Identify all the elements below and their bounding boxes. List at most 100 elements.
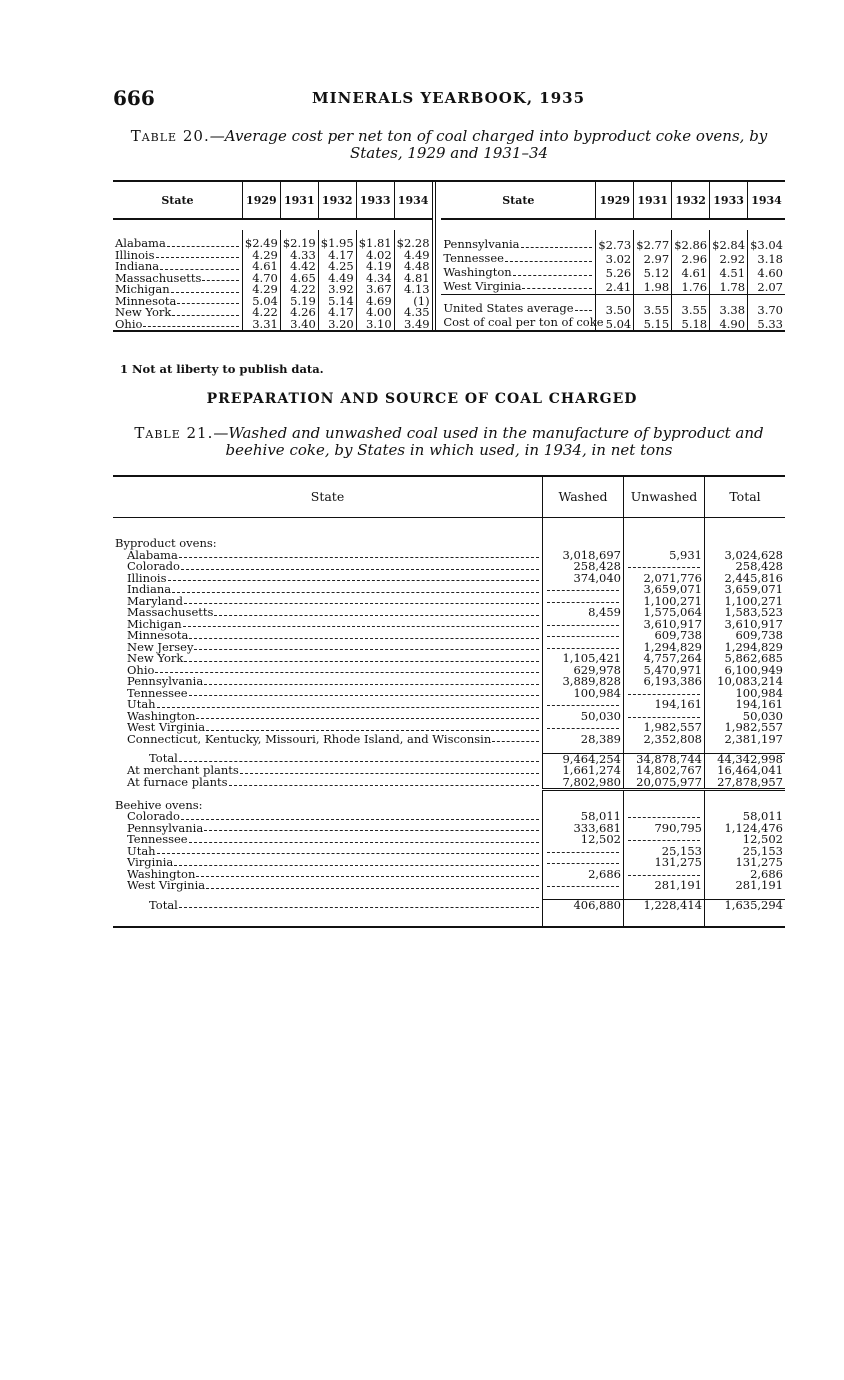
state-name: New Jersey xyxy=(127,639,194,654)
leader-dots xyxy=(180,811,539,820)
state-name: Ohio xyxy=(127,662,155,677)
table-row: Colorado 58,011 58,011 xyxy=(113,810,785,823)
group-heading-row: Beehive ovens: xyxy=(113,799,785,811)
cell-value: 3.70 xyxy=(747,294,785,317)
row-label: Indiana xyxy=(115,260,240,273)
cell-total: 1,982,557 xyxy=(724,720,783,734)
table-row: Cost of coal per ton of coke 5.04 5.15 5.18… xyxy=(441,316,785,330)
cell-value: 1.76 xyxy=(671,279,710,295)
leader-dots xyxy=(196,711,539,719)
group-heading: Byproduct ovens: xyxy=(115,536,217,550)
cell-washed: 9,464,254 xyxy=(562,751,621,766)
row-label: Pennsylvania xyxy=(443,239,593,251)
cell-value: (1) xyxy=(393,295,432,307)
row-label: Washington xyxy=(127,710,540,723)
table20-label: Table 20. xyxy=(130,127,210,145)
leader-dots xyxy=(170,284,239,293)
column-header: 1931 xyxy=(633,182,672,230)
state-name: Tennessee xyxy=(127,685,188,700)
leader-dots xyxy=(239,765,539,774)
state-name: Michigan xyxy=(115,282,170,296)
leader-dots xyxy=(166,238,239,247)
cell-value: 3.50 xyxy=(595,294,634,317)
table21-label: Table 21. xyxy=(134,424,214,442)
table-row: Washington 5.26 5.12 4.61 4.51 4.60 xyxy=(441,265,785,280)
cell-value: 3.40 xyxy=(279,318,319,330)
leader-dots xyxy=(155,665,539,673)
cell-value: 4.48 xyxy=(393,260,432,273)
row-label: Utah xyxy=(127,697,540,711)
cell-unwashed: 5,931 xyxy=(669,547,702,562)
column-header: 1933 xyxy=(355,182,395,230)
empty-cell-dashes xyxy=(628,561,700,569)
table-row: Illinois 4.29 4.33 4.17 4.02 4.49 xyxy=(113,249,432,261)
state-name: West Virginia xyxy=(127,720,206,734)
cell-washed: 1,105,421 xyxy=(562,651,621,665)
table21-grid: State Washed Unwashed Total Byproduct ovens:… xyxy=(113,477,785,926)
state-name: United States average xyxy=(443,300,574,315)
cell-unwashed: 1,228,414 xyxy=(643,898,702,912)
cell-value: 4.00 xyxy=(355,306,395,319)
row-label: New York xyxy=(115,306,240,319)
cell-value: 1.98 xyxy=(633,279,672,295)
row-label: Total xyxy=(149,753,540,765)
header-row: State Washed Unwashed Total xyxy=(113,477,785,518)
state-name: Alabama xyxy=(115,236,166,250)
leader-dots xyxy=(189,630,539,639)
table-row: West Virginia 281,191 281,191 xyxy=(113,879,785,892)
column-header: State xyxy=(441,182,596,230)
state-name: Indiana xyxy=(127,582,172,596)
leader-dots xyxy=(167,573,539,581)
cell-unwashed: 20,075,977 xyxy=(636,774,702,789)
row-label: Indiana xyxy=(127,582,540,596)
table21-caption: Table 21.—Washed and unwashed coal used … xyxy=(113,425,785,459)
cell-value: $1.81 xyxy=(355,237,395,250)
cell-value: 3.67 xyxy=(355,283,395,296)
table-row: Michigan 3,610,917 3,610,917 xyxy=(113,618,785,630)
cell-value: 3.55 xyxy=(671,294,710,317)
cell-value: $2.77 xyxy=(633,238,672,252)
column-header: 1934 xyxy=(393,182,432,230)
row-label: Tennessee xyxy=(127,685,540,700)
cell-washed: 1,661,274 xyxy=(562,763,621,777)
cell-value: 4.22 xyxy=(279,283,319,296)
cell-value: 4.02 xyxy=(355,249,395,261)
cell-total: 131,275 xyxy=(735,855,783,869)
leader-dots xyxy=(206,722,539,731)
row-label: At merchant plants xyxy=(127,764,540,777)
column-header: 1929 xyxy=(595,182,634,230)
state-name: Total xyxy=(149,897,178,912)
row-label: Tennessee xyxy=(127,832,540,846)
column-header: 1932 xyxy=(317,182,357,230)
table-row: Pennsylvania $2.73 $2.77 $2.86 $2.84 $3.04 xyxy=(441,238,785,252)
cell-total: 3,659,071 xyxy=(724,582,783,596)
empty-cell-dashes xyxy=(547,642,619,649)
leader-dots xyxy=(178,550,539,558)
cell-unwashed: 25,153 xyxy=(661,843,702,858)
table-row: Pennsylvania 3,889,828 6,193,386 10,083,214 xyxy=(113,675,785,688)
table-21: State Washed Unwashed Total Byproduct ovens:… xyxy=(113,475,785,928)
leader-dots xyxy=(180,561,539,570)
cell-value: 4.29 xyxy=(241,283,281,296)
leader-dots xyxy=(156,699,539,708)
leader-dots xyxy=(520,239,593,248)
column-header: 1932 xyxy=(671,182,710,230)
table-row: Minnesota 609,738 609,738 xyxy=(113,629,785,642)
table21-title-2: beehive coke, by States in which used, i… xyxy=(225,441,673,459)
cell-unwashed: 790,795 xyxy=(654,820,702,835)
column-header: State xyxy=(113,182,243,230)
table20-left: State 1929 1931 1932 1933 1934 Alabama $2.49 $2.… xyxy=(113,182,432,330)
leader-dots xyxy=(184,653,539,662)
cell-value: 3.31 xyxy=(241,318,281,330)
table-20: State 1929 1931 1932 1933 1934 Alabama $2.49 $2.… xyxy=(113,180,785,332)
cell-unwashed: 2,071,776 xyxy=(643,570,702,585)
table-row: Indiana 4.61 4.42 4.25 4.19 4.48 xyxy=(113,260,432,273)
cell-value: 4.49 xyxy=(317,272,357,284)
state-name: Utah xyxy=(127,697,156,711)
leader-dots xyxy=(204,823,539,831)
cell-value: 3.10 xyxy=(355,318,395,330)
empty-cell-dashes xyxy=(628,711,700,718)
row-label: Washington xyxy=(127,868,540,881)
cell-washed: 374,040 xyxy=(573,570,621,585)
state-name: Tennessee xyxy=(127,832,188,846)
